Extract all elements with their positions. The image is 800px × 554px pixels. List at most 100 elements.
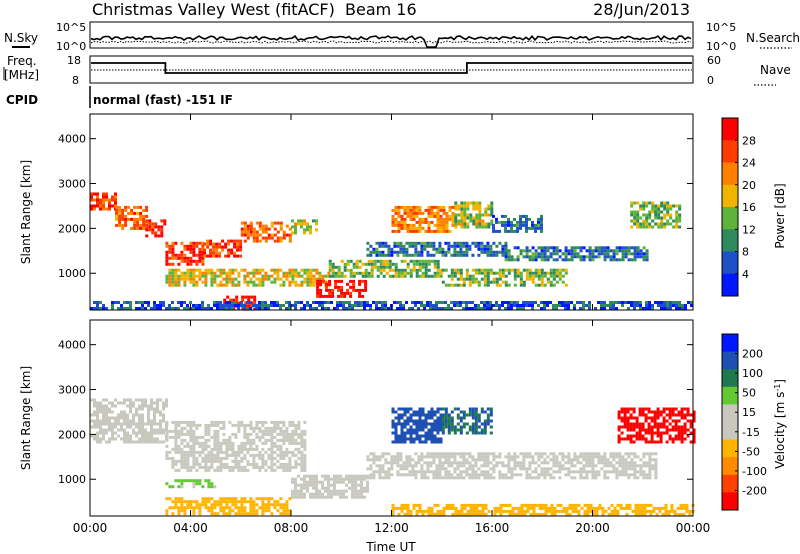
power-cell (466, 216, 470, 220)
vel-cell (159, 419, 162, 423)
power-cell (237, 307, 240, 310)
vel-cell (400, 440, 404, 444)
nave-label: Nave (760, 63, 791, 77)
power-cell (126, 307, 129, 310)
power-cell (504, 220, 507, 224)
power-cell (160, 225, 164, 229)
vel-cell (526, 509, 530, 513)
vel-cell (297, 432, 301, 436)
vel-cell (219, 426, 223, 430)
power-cell (645, 252, 649, 256)
vel-cell (162, 407, 165, 411)
vel-cell (192, 456, 196, 460)
vel-cell (177, 429, 181, 433)
vel-cell (665, 431, 669, 435)
power-cell (439, 214, 443, 218)
power-cell (498, 307, 501, 310)
power-cell (325, 285, 329, 289)
power-cell (396, 307, 399, 310)
power-cell (276, 277, 280, 281)
vel-cell (279, 462, 283, 466)
power-cell (139, 217, 143, 221)
power-cell (300, 222, 303, 226)
vel-cell (644, 419, 648, 423)
vel-cell (673, 512, 677, 516)
vel-cell (654, 464, 658, 468)
vel-cell (436, 416, 440, 420)
vel-cell (291, 489, 294, 493)
power-cell (206, 245, 210, 249)
vel-cell (528, 455, 532, 459)
vel-cell (147, 410, 150, 414)
power-cell (396, 301, 399, 304)
vel-cell (315, 477, 318, 481)
power-cell (355, 259, 359, 263)
vel-cell (430, 512, 434, 516)
power-cell (227, 254, 231, 258)
power-cell (474, 244, 478, 248)
vel-cell (243, 506, 247, 510)
vel-cell (609, 452, 613, 456)
power-cell (258, 271, 262, 275)
power-cell (630, 304, 633, 307)
power-cell (454, 204, 458, 208)
power-cell (203, 251, 207, 255)
power-cell (444, 253, 448, 257)
power-cell (306, 304, 309, 307)
vel-cell (529, 512, 533, 516)
power-cell (142, 223, 146, 227)
vel-cell (303, 453, 307, 457)
vel-cell (111, 431, 114, 435)
power-cell (213, 274, 217, 278)
vel-cell (204, 462, 208, 466)
power-cell (339, 304, 342, 307)
power-cell (114, 301, 117, 304)
power-cell (456, 271, 460, 275)
vel-cell (606, 476, 610, 480)
power-cell (609, 258, 613, 262)
vel-cell (544, 506, 548, 510)
vel-cell (638, 413, 642, 417)
vel-cell (444, 425, 448, 429)
power-cell (501, 304, 504, 307)
power-cell (180, 301, 183, 304)
vel-cell (180, 426, 184, 430)
vel-cell (117, 419, 120, 423)
power-cell (561, 268, 565, 272)
vel-cell (219, 500, 223, 504)
power-cell (516, 255, 520, 259)
power-cell (337, 274, 341, 278)
power-cell (337, 279, 341, 283)
vel-cell (210, 462, 214, 466)
vel-cell (108, 437, 111, 441)
vel-cell (409, 431, 413, 435)
power-cell (222, 283, 226, 287)
power-cell (636, 252, 640, 256)
vel-cell (480, 410, 484, 414)
power-cell (436, 217, 440, 221)
vel-cell (432, 458, 436, 462)
power-cell (177, 280, 181, 284)
vel-cell (501, 473, 505, 477)
power-cell (349, 294, 353, 298)
power-cell (663, 207, 667, 211)
vel-cell (391, 431, 395, 435)
vel-cell (418, 440, 422, 444)
power-cell (273, 304, 276, 307)
power-cell (465, 250, 469, 254)
power-cell (459, 274, 463, 278)
power-cell (239, 245, 243, 249)
colorbar-segment (722, 334, 738, 353)
vel-cell (174, 438, 178, 442)
vel-cell (180, 506, 184, 510)
vel-cell (198, 482, 202, 486)
power-cell (675, 301, 678, 304)
vel-cell (216, 456, 220, 460)
power-cell (127, 217, 131, 221)
vel-cell (174, 426, 178, 430)
vel-cell (165, 432, 169, 436)
vel-cell (231, 444, 235, 448)
power-cell (403, 226, 407, 230)
vel-cell (123, 413, 126, 417)
vel-cell (486, 416, 490, 420)
